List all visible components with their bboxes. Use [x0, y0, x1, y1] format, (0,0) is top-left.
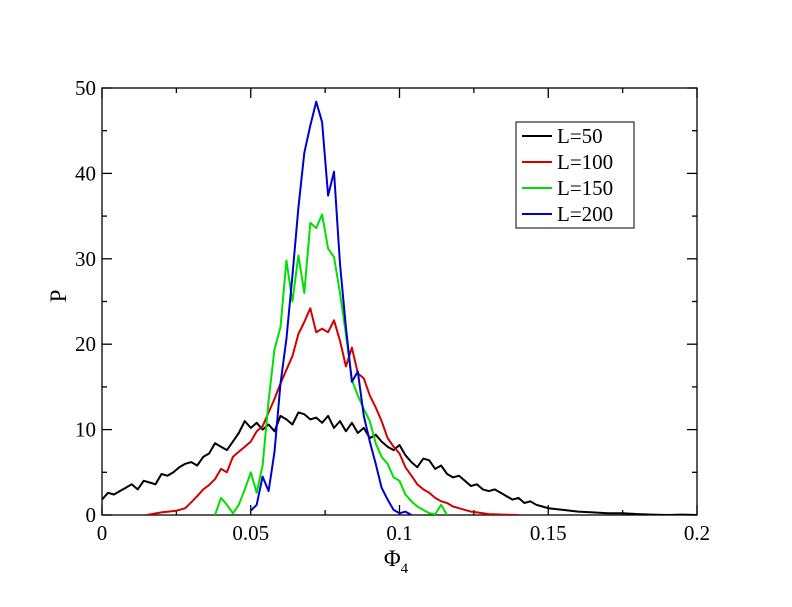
legend-label: L=200: [557, 202, 613, 226]
legend-box: [515, 121, 635, 229]
series-line-l-150: [214, 213, 448, 515]
axis-ticks: [101, 87, 698, 516]
y-tick-label: 0: [86, 503, 97, 527]
y-axis-label: P: [46, 290, 71, 303]
y-tick-label: 40: [75, 161, 96, 185]
x-axis-label: Φ4: [384, 546, 409, 577]
series-line-l-100: [146, 307, 519, 515]
x-tick-label: 0.1: [386, 521, 412, 545]
legend-label: L=100: [557, 150, 613, 174]
series-layer: [102, 100, 697, 515]
x-tick-label: 0: [97, 521, 108, 545]
legend-label: L=50: [557, 124, 603, 148]
x-axis-label-main: Φ: [384, 546, 401, 571]
x-tick-label: 0.2: [684, 521, 710, 545]
x-tick-label: 0.15: [530, 521, 567, 545]
series-line-l-200: [250, 100, 412, 515]
x-axis-label-subscript: 4: [401, 561, 409, 577]
x-tick-label: 0.05: [232, 521, 269, 545]
tick-labels: 0 0.05 0.1 0.15 0.2 0 10 20 30 40 50: [75, 76, 710, 545]
legend-label: L=150: [557, 176, 613, 200]
y-tick-label: 50: [75, 76, 96, 100]
y-tick-label: 10: [75, 418, 96, 442]
series-line-l-50: [102, 411, 697, 515]
y-tick-label: 20: [75, 332, 96, 356]
y-tick-label: 30: [75, 247, 96, 271]
